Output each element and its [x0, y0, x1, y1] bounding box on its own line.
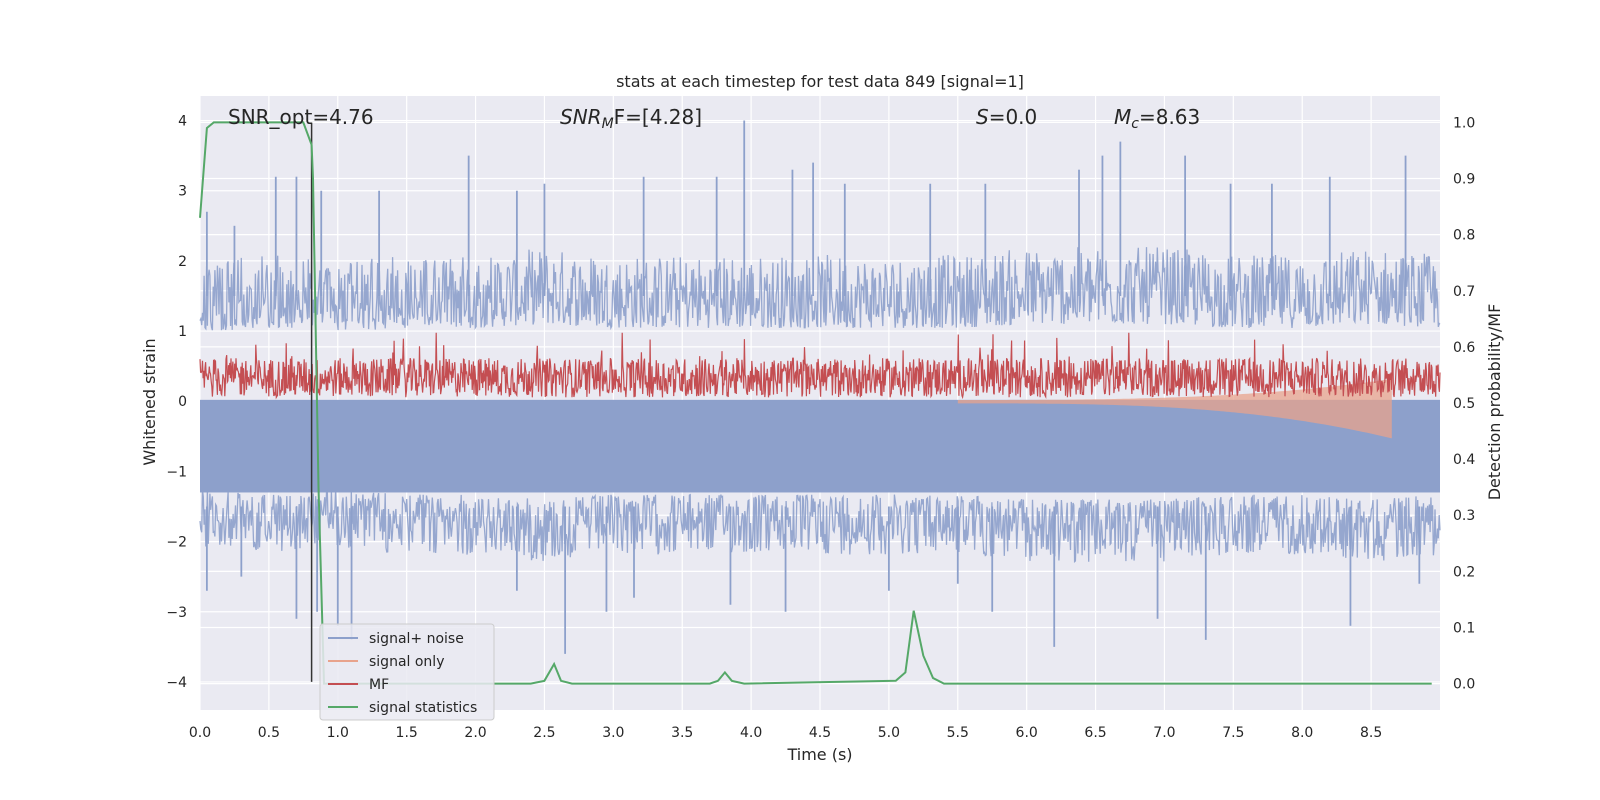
x-tick-label: 2.5	[533, 725, 555, 741]
y-tick-label: 4	[178, 114, 187, 130]
legend: signal+ noise signal only MF signal stat…	[319, 623, 495, 721]
y-right-tick-label: 0.1	[1453, 620, 1475, 636]
annotation-mc-rest: =8.63	[1139, 105, 1200, 129]
y-tick-label: 2	[178, 254, 187, 270]
annotation-s: S=0.0	[976, 105, 1037, 129]
y-tick-label: −3	[166, 605, 187, 621]
legend-label-signal-noise: signal+ noise	[369, 631, 464, 647]
y-right-tick-label: 1.0	[1453, 115, 1475, 131]
x-tick-label: 8.5	[1360, 725, 1382, 741]
x-tick-label: 0.0	[189, 725, 211, 741]
annotation-mc-var: M	[1114, 105, 1131, 129]
y-right-axis-label: Detection probability/MF	[1485, 304, 1504, 501]
annotation-mc-sub: c	[1131, 116, 1139, 132]
noise-core-band	[200, 399, 1440, 493]
x-axis-label: Time (s)	[786, 745, 852, 764]
y-tick-label: −2	[166, 535, 187, 551]
signal-noise-series	[199, 120, 1441, 654]
chart-title: stats at each timestep for test data 849…	[616, 72, 1024, 91]
x-tick-label: 4.0	[740, 725, 762, 741]
annotation-snr-mf: SNRMF=[4.28]	[560, 105, 702, 132]
annotation-snr-opt: SNR_opt=4.76	[228, 105, 374, 129]
x-tick-label: 3.0	[602, 725, 624, 741]
y-right-tick-label: 0.2	[1453, 564, 1475, 580]
x-tick-label: 1.5	[396, 725, 418, 741]
x-tick-label: 7.5	[1222, 725, 1244, 741]
annotation-s-var: S	[976, 105, 989, 129]
y-tick-label: 0	[178, 394, 187, 410]
mf-trace	[199, 332, 1441, 400]
signal-statistics-line	[199, 121, 1432, 685]
y-right-tick-label: 0.9	[1453, 172, 1475, 188]
x-tick-label: 2.0	[464, 725, 486, 741]
y-right-tick-labels: 1.0 0.9 0.8 0.7 0.6 0.5 0.4 0.3 0.2 0.1 0.0	[1453, 115, 1475, 692]
y-right-tick-label: 0.0	[1453, 677, 1475, 693]
y-tick-label: −4	[166, 675, 187, 691]
x-tick-labels: 0.0 0.5 1.0 1.5 2.0 2.5 3.0 3.5 4.0 4.5 5.0 5.5 6.0 6…	[189, 725, 1382, 741]
x-tick-label: 7.0	[1153, 725, 1175, 741]
annotation-s-rest: =0.0	[989, 105, 1038, 129]
x-tick-label: 5.0	[878, 725, 900, 741]
signal-only-series	[957, 378, 1392, 439]
legend-box	[319, 623, 495, 721]
y-right-tick-label: 0.8	[1453, 228, 1475, 244]
y-tick-labels: 4 3 2 1 0 −1 −2 −3 −4	[166, 114, 187, 691]
annotation-snr-mf-rest: F=[4.28]	[614, 105, 702, 129]
x-tick-label: 3.5	[671, 725, 693, 741]
legend-label-signal-statistics: signal statistics	[369, 700, 477, 716]
y-right-tick-label: 0.7	[1453, 284, 1475, 300]
y-right-tick-label: 0.5	[1453, 396, 1475, 412]
annotation-snr-mf-sub: M	[602, 116, 614, 132]
signal-chirp	[957, 378, 1392, 439]
mf-series	[199, 332, 1441, 400]
y-tick-label: 3	[178, 184, 187, 200]
noise-lower-trace	[199, 489, 1441, 564]
y-right-tick-label: 0.4	[1453, 452, 1475, 468]
x-tick-label: 4.5	[809, 725, 831, 741]
x-tick-label: 8.0	[1291, 725, 1313, 741]
y-right-tick-label: 0.3	[1453, 508, 1475, 524]
x-tick-label: 5.5	[947, 725, 969, 741]
signal-statistics-series	[199, 121, 1432, 685]
x-tick-label: 6.5	[1084, 725, 1106, 741]
y-right-tick-label: 0.6	[1453, 340, 1475, 356]
noise-upper-trace	[199, 247, 1441, 331]
y-tick-label: 1	[178, 324, 187, 340]
x-tick-label: 0.5	[258, 725, 280, 741]
y-tick-label: −1	[166, 464, 187, 480]
legend-label-mf: MF	[369, 677, 389, 693]
annotation-snr-mf-main: SNR	[560, 105, 602, 129]
x-tick-label: 1.0	[327, 725, 349, 741]
y-axis-label: Whitened strain	[140, 338, 159, 465]
legend-label-signal-only: signal only	[369, 654, 444, 670]
x-tick-label: 6.0	[1016, 725, 1038, 741]
annotation-mc: Mc=8.63	[1114, 105, 1200, 132]
